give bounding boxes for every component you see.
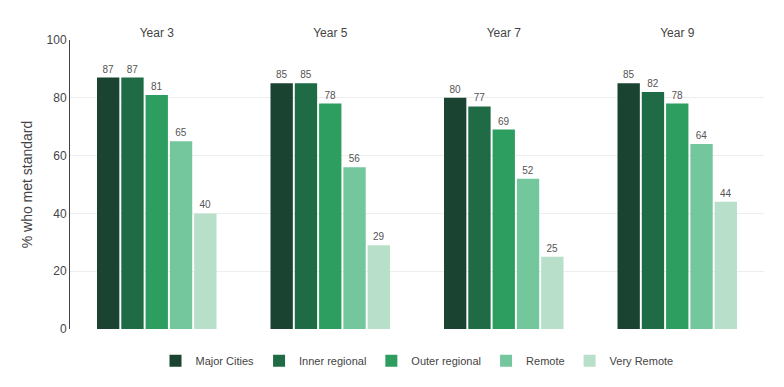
svg-text:81: 81: [151, 81, 163, 92]
svg-text:25: 25: [547, 243, 559, 254]
svg-text:85: 85: [300, 69, 312, 80]
svg-text:82: 82: [647, 78, 659, 89]
svg-text:Year 7: Year 7: [487, 26, 522, 40]
svg-text:% who met standard: % who met standard: [19, 121, 35, 249]
svg-text:Year 9: Year 9: [660, 26, 695, 40]
svg-text:64: 64: [696, 130, 708, 141]
svg-text:29: 29: [373, 231, 385, 242]
svg-text:78: 78: [324, 90, 336, 101]
svg-text:40: 40: [200, 199, 212, 210]
svg-text:Inner regional: Inner regional: [299, 355, 366, 367]
svg-text:56: 56: [349, 153, 361, 164]
svg-text:69: 69: [498, 116, 510, 127]
svg-text:0: 0: [60, 322, 67, 336]
svg-text:Very Remote: Very Remote: [610, 355, 674, 367]
svg-text:40: 40: [53, 207, 67, 221]
svg-text:85: 85: [276, 69, 288, 80]
svg-text:78: 78: [671, 90, 683, 101]
svg-text:87: 87: [127, 64, 139, 75]
svg-text:80: 80: [53, 91, 67, 105]
svg-text:100: 100: [47, 33, 67, 47]
svg-text:20: 20: [53, 264, 67, 278]
svg-text:87: 87: [102, 64, 114, 75]
svg-text:Remote: Remote: [526, 355, 565, 367]
svg-text:77: 77: [474, 92, 486, 103]
svg-text:60: 60: [53, 149, 67, 163]
svg-text:65: 65: [175, 127, 187, 138]
svg-text:Major Cities: Major Cities: [196, 355, 255, 367]
svg-text:Year 3: Year 3: [140, 26, 175, 40]
svg-text:80: 80: [449, 84, 461, 95]
svg-text:Year 5: Year 5: [313, 26, 348, 40]
svg-text:85: 85: [623, 69, 635, 80]
svg-text:Outer regional: Outer regional: [411, 355, 481, 367]
svg-text:52: 52: [522, 165, 534, 176]
svg-text:44: 44: [720, 188, 732, 199]
